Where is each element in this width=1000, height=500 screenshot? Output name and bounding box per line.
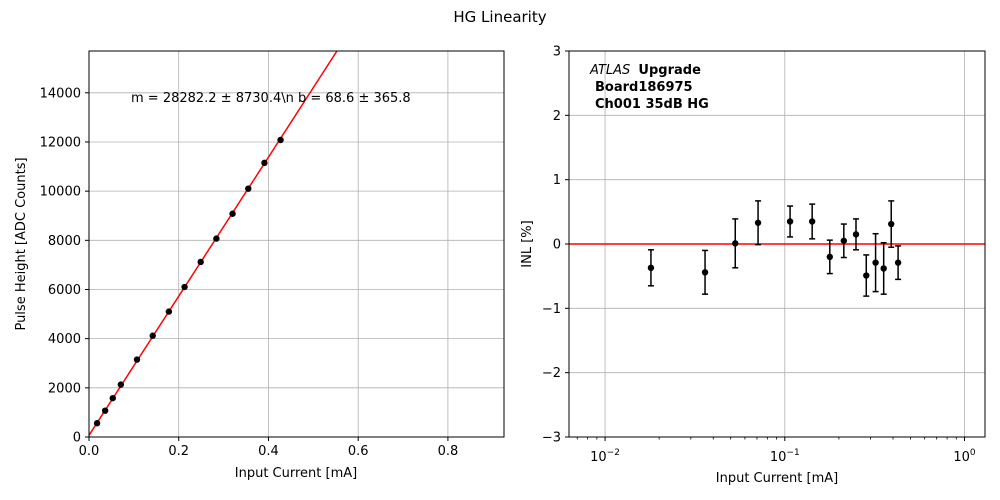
right-data-point xyxy=(732,240,739,247)
left-x-tick-label: 0.6 xyxy=(348,444,369,459)
right-chart: 10−2 10−1 100 −3 −2 −1 0 1 2 3 Input Current [mA… xyxy=(520,45,986,486)
right-y-tick-label: −1 xyxy=(542,302,561,317)
right-x-axis-label: Input Current [mA] xyxy=(716,471,838,486)
right-data-point xyxy=(826,253,834,261)
fit-annotation: m = 28282.2 ± 8730.4\n b = 68.6 ± 365.8 xyxy=(131,91,411,106)
right-x-tick-label: 100 xyxy=(953,448,976,465)
atlas-label: ATLAS Upgrade xyxy=(589,63,701,78)
left-y-tick-label: 4000 xyxy=(48,332,81,347)
left-x-tick-label: 0.0 xyxy=(79,444,100,459)
left-y-tick-label: 8000 xyxy=(48,234,81,249)
left-data-point xyxy=(101,407,109,414)
left-data-point xyxy=(181,283,188,291)
left-y-tick-label: 0 xyxy=(73,431,81,446)
left-data-point xyxy=(149,332,156,339)
left-data-point xyxy=(165,308,173,315)
left-x-tick-label: 0.8 xyxy=(438,444,459,459)
left-chart: 0.0 0.2 0.4 0.6 0.8 0 2000 4000 6000 8000 10000 12… xyxy=(14,50,505,481)
right-x-tick-label: 10−2 xyxy=(590,448,620,465)
left-y-tick-label: 6000 xyxy=(48,283,81,298)
right-data-point xyxy=(786,218,794,225)
right-y-axis-label: INL [%] xyxy=(520,220,535,267)
left-x-tick-label: 0.4 xyxy=(258,444,279,459)
left-y-tick-label: 2000 xyxy=(48,381,81,396)
board-label: Board186975 xyxy=(595,80,693,95)
right-x-tick-label: 10−1 xyxy=(770,448,800,465)
left-data-point xyxy=(213,235,220,242)
channel-label: Ch001 35dB HG xyxy=(595,97,709,112)
right-y-tick-label: −3 xyxy=(542,431,561,446)
fit-line xyxy=(88,50,338,436)
left-x-tick-label: 0.2 xyxy=(168,444,189,459)
left-plot-frame xyxy=(88,50,505,438)
left-y-axis-label: Pulse Height [ADC Counts] xyxy=(14,157,29,330)
right-data-point xyxy=(852,231,860,238)
right-data-point xyxy=(701,269,709,276)
right-data-point xyxy=(647,264,655,272)
right-data-point xyxy=(840,237,848,244)
right-data-point xyxy=(863,272,870,279)
left-data-point xyxy=(261,159,268,167)
atlas-upgrade: Upgrade xyxy=(638,63,701,78)
right-y-tick-label: 2 xyxy=(553,109,561,124)
left-data-point xyxy=(133,356,141,363)
left-data-point xyxy=(93,420,101,427)
right-data-point xyxy=(808,218,816,225)
left-data-point xyxy=(245,185,252,192)
left-y-tick-label: 14000 xyxy=(40,86,81,101)
right-y-tick-label: 3 xyxy=(553,45,561,60)
left-data-point xyxy=(197,258,204,266)
right-y-tick-label: 1 xyxy=(553,173,561,188)
figure-title: HG Linearity xyxy=(453,8,546,26)
right-data-point xyxy=(754,219,762,226)
left-data-point xyxy=(109,394,116,402)
left-data-point xyxy=(117,381,125,388)
right-data-point xyxy=(894,259,902,266)
right-data-point xyxy=(872,259,879,266)
right-y-tick-label: 0 xyxy=(553,238,561,253)
right-y-tick-label: −2 xyxy=(542,366,561,381)
atlas-italic: ATLAS xyxy=(589,63,630,78)
left-data-point xyxy=(229,210,236,217)
left-data-point xyxy=(277,136,284,144)
left-y-tick-label: 12000 xyxy=(40,135,81,150)
left-y-tick-label: 10000 xyxy=(40,185,81,200)
right-data-point xyxy=(880,265,887,272)
left-x-axis-label: Input Current [mA] xyxy=(235,466,357,481)
right-data-point xyxy=(888,220,895,228)
